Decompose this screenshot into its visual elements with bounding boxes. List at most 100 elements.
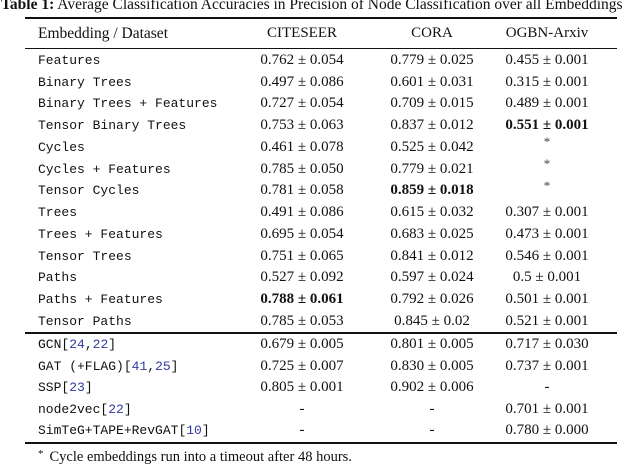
citation-link[interactable]: 24 <box>69 337 85 353</box>
column-header-cora: CORA <box>411 25 453 41</box>
caption-text: Average Classification Accuracies in Pre… <box>54 0 623 13</box>
table-row: SimTeG+TAPE+RevGAT [10] - - 0.780 ± 0.000 <box>25 420 617 442</box>
column-header-ogbn-arxiv: OGBN-Arxiv <box>505 25 589 41</box>
value-cell: 0.473 ± 0.001 <box>505 225 589 242</box>
column-header-embedding-dataset: Embedding / Dataset <box>38 24 168 42</box>
citation-link[interactable]: 25 <box>155 358 171 374</box>
citation-link[interactable]: 23 <box>69 380 85 396</box>
table-row: Tensor Cycles 0.781 ± 0.058 0.859 ± 0.018 * <box>25 178 617 202</box>
table-caption: Table 1: Average Classification Accuraci… <box>1 0 640 14</box>
value-cell: 0.751 ± 0.065 <box>260 247 344 264</box>
value-cell: 0.546 ± 0.001 <box>505 247 589 264</box>
value-cell: 0.841 ± 0.012 <box>390 247 474 264</box>
results-table: Embedding / Dataset CITESEER CORA OGBN-A… <box>25 17 617 444</box>
table-row: node2vec [22] - - 0.701 ± 0.001 <box>25 399 617 421</box>
timeout-asterisk: * <box>477 178 617 199</box>
embedding-label: Tensor Paths <box>38 313 132 329</box>
baseline-name: GCN <box>38 337 62 353</box>
embedding-label: Cycles <box>38 139 85 155</box>
value-cell: - <box>299 400 305 417</box>
citation-bracket: ] <box>170 358 179 374</box>
table-row: Tensor Binary Trees 0.753 ± 0.063 0.837 ± … <box>25 115 617 137</box>
citation-link[interactable]: 22 <box>92 337 109 353</box>
column-header-citeseer: CITESEER <box>267 25 337 41</box>
value-cell: 0.5 ± 0.001 <box>512 269 582 286</box>
value-cell: 0.779 ± 0.025 <box>390 51 474 68</box>
value-cell: 0.902 ± 0.006 <box>390 379 474 396</box>
citation-bracket: [ <box>100 401 109 417</box>
asterisk-icon: * <box>543 177 551 193</box>
value-cell: - <box>299 422 305 439</box>
table-row: Binary Trees + Features 0.727 ± 0.054 0.70… <box>25 93 617 115</box>
citation-bracket: [ <box>178 423 187 439</box>
citation-separator: , <box>84 337 93 353</box>
baseline-name: SimTeG+TAPE+RevGAT <box>38 423 179 439</box>
table-row: SSP [23] 0.805 ± 0.001 0.902 ± 0.006 - <box>25 377 617 399</box>
table-row: GAT (+FLAG) [41, 25] 0.725 ± 0.007 0.830 ±… <box>25 355 617 377</box>
embedding-label: Tensor Binary Trees <box>38 118 187 134</box>
embedding-label: Features <box>38 52 101 68</box>
value-cell: 0.497 ± 0.086 <box>260 73 344 90</box>
value-cell: 0.501 ± 0.001 <box>505 291 589 308</box>
value-cell: 0.521 ± 0.001 <box>505 312 589 329</box>
citation-bracket: ] <box>201 423 210 439</box>
value-cell: 0.683 ± 0.025 <box>390 225 474 242</box>
value-cell: 0.779 ± 0.021 <box>390 160 474 177</box>
table-row: Cycles + Features 0.785 ± 0.050 0.779 ± 0.… <box>25 156 617 180</box>
baseline-name: SSP <box>38 380 62 396</box>
embedding-label: Cycles + Features <box>38 161 171 177</box>
embedding-label: Binary Trees <box>38 74 132 90</box>
embedding-label: Tensor Trees <box>38 248 132 264</box>
embedding-label: Binary Trees + Features <box>38 96 218 112</box>
citation-link[interactable]: 22 <box>108 401 124 417</box>
timeout-asterisk: * <box>477 156 617 177</box>
value-cell: 0.455 ± 0.001 <box>505 51 589 68</box>
table-row: Cycles 0.461 ± 0.078 0.525 ± 0.042 * <box>25 134 617 158</box>
embedding-label: Trees <box>38 205 78 221</box>
citation-link[interactable]: 41 <box>131 358 148 374</box>
table-row: Paths + Features 0.788 ± 0.061 0.792 ± 0.0… <box>25 289 617 311</box>
value-cell: 0.845 ± 0.02 <box>394 312 470 329</box>
value-cell: 0.551 ± 0.001 <box>505 117 589 134</box>
footnote-asterisk: * <box>38 448 44 460</box>
value-cell: 0.781 ± 0.058 <box>260 182 344 199</box>
value-cell: 0.597 ± 0.024 <box>390 269 474 286</box>
citation-bracket: [ <box>61 337 70 353</box>
value-cell: 0.461 ± 0.078 <box>260 138 344 155</box>
value-cell: 0.785 ± 0.050 <box>260 160 344 177</box>
value-cell: - <box>544 379 550 396</box>
citation-bracket: [ <box>61 380 70 396</box>
table-row: Trees 0.491 ± 0.086 0.615 ± 0.032 0.307 ± 0… <box>25 202 617 224</box>
citation-link[interactable]: 10 <box>186 423 202 439</box>
value-cell: - <box>429 400 435 417</box>
value-cell: 0.837 ± 0.012 <box>390 117 474 134</box>
value-cell: 0.489 ± 0.001 <box>505 95 589 112</box>
header-rule <box>25 48 617 50</box>
value-cell: 0.527 ± 0.092 <box>260 269 344 286</box>
table-row: Paths 0.527 ± 0.092 0.597 ± 0.024 0.5 ± 0.0… <box>25 267 617 289</box>
table-row: Binary Trees 0.497 ± 0.086 0.601 ± 0.031 0.… <box>25 71 617 93</box>
embedding-rows-section: Features 0.762 ± 0.054 0.779 ± 0.025 0.455 … <box>25 49 617 332</box>
baseline-name: node2vec <box>38 401 101 417</box>
value-cell: 0.785 ± 0.053 <box>260 312 344 329</box>
value-cell: 0.701 ± 0.001 <box>505 400 589 417</box>
value-cell: 0.491 ± 0.086 <box>260 204 344 221</box>
citation-bracket: [ <box>123 358 132 374</box>
embedding-label: Trees + Features <box>38 226 163 242</box>
table-row: Trees + Features 0.695 ± 0.054 0.683 ± 0.0… <box>25 223 617 245</box>
baseline-label: SimTeG+TAPE+RevGAT [10] <box>25 423 217 438</box>
embedding-label: Paths + Features <box>38 292 163 308</box>
value-cell: - <box>429 422 435 439</box>
citation-bracket: ] <box>84 380 93 396</box>
value-cell: 0.601 ± 0.031 <box>390 73 474 90</box>
value-cell: 0.315 ± 0.001 <box>505 73 589 90</box>
baseline-label: node2vec [22] <box>25 402 217 417</box>
value-cell: 0.709 ± 0.015 <box>390 95 474 112</box>
baseline-label: GCN [24, 22] <box>25 337 217 352</box>
value-cell: 0.525 ± 0.042 <box>390 138 474 155</box>
asterisk-icon: * <box>543 156 551 172</box>
baseline-label: SSP [23] <box>25 380 217 395</box>
table-row: Tensor Trees 0.751 ± 0.065 0.841 ± 0.012 0.… <box>25 245 617 267</box>
footnote-text: Cycle embeddings run into a timeout afte… <box>49 449 352 465</box>
value-cell: 0.753 ± 0.063 <box>260 117 344 134</box>
